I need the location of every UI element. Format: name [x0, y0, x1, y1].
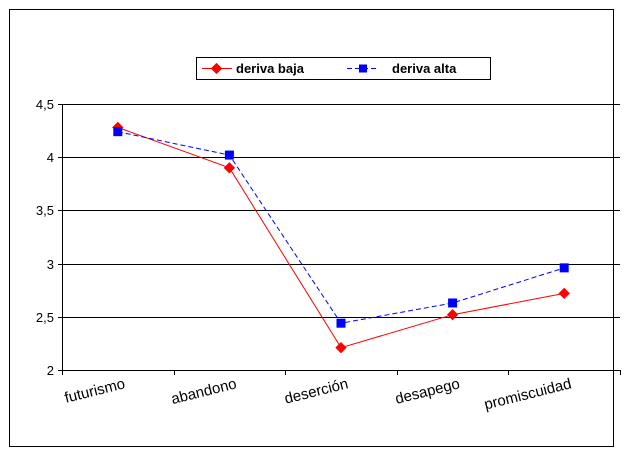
y-tick-label: 3,5 [36, 203, 54, 218]
series-group [112, 121, 570, 354]
data-point-diamond [335, 341, 347, 354]
y-tick-label: 2,5 [36, 310, 54, 325]
legend-marker-deriva-alta [359, 64, 367, 73]
data-point-square [448, 298, 458, 308]
data-point-diamond [223, 162, 236, 174]
y-tick-label: 2 [47, 363, 54, 378]
data-point-square [559, 263, 569, 273]
chart-border [9, 9, 614, 447]
legend-box [196, 57, 491, 80]
y-tick-label: 3 [47, 257, 54, 272]
data-point-diamond [446, 309, 459, 321]
y-tick-label: 4,5 [36, 97, 54, 112]
gridlines [62, 104, 620, 318]
y-tick-label: 4 [47, 150, 54, 165]
data-point-diamond [558, 287, 570, 300]
legend-label-deriva-baja: deriva baja [236, 61, 305, 76]
data-point-square [113, 127, 123, 137]
legend: deriva baja deriva alta [196, 57, 491, 80]
data-point-square [224, 150, 234, 160]
data-point-square [336, 318, 346, 328]
legend-label-deriva-alta: deriva alta [392, 61, 457, 76]
